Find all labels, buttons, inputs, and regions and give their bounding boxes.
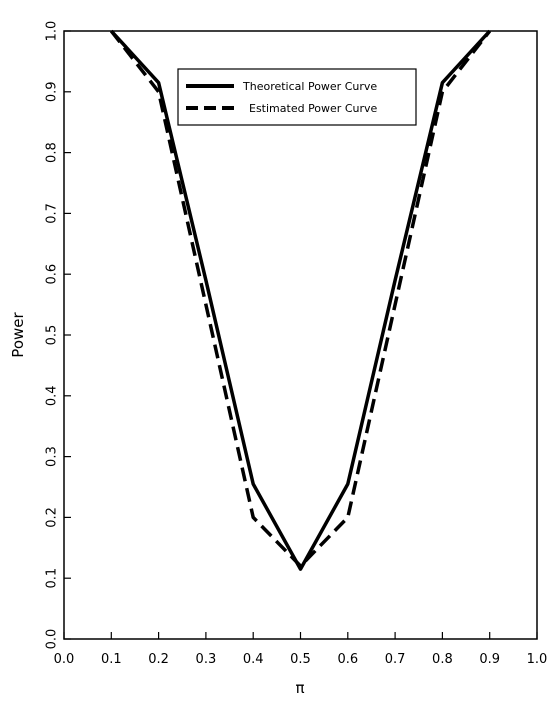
x-tick-label: 1.0 (527, 652, 548, 667)
y-tick-label: 0.8 (45, 142, 60, 163)
axis-ticks: 0.0 0.1 0.2 0.3 0.4 0.5 0.6 0.7 0.8 0.9 1.0 0.0 0.1 0… (45, 21, 548, 667)
y-tick-label: 0.7 (45, 203, 60, 224)
series-layer (109, 29, 492, 571)
x-tick-label: 0.9 (479, 652, 500, 667)
x-tick-label: 0.7 (385, 652, 406, 667)
y-tick-label: 0.6 (45, 264, 60, 285)
x-tick-label: 0.8 (432, 652, 453, 667)
x-tick-label: 0.2 (148, 652, 169, 667)
legend-label-theoretical: Theoretical Power Curve (242, 80, 377, 93)
theoretical-power-line (110, 29, 491, 571)
x-axis-title: π (295, 679, 304, 697)
y-tick-label: 1.0 (45, 21, 60, 42)
x-tick-label: 0.5 (290, 652, 311, 667)
y-tick-label: 0.5 (45, 325, 60, 346)
y-tick-label: 0.1 (45, 568, 60, 589)
x-tick-label: 0.6 (337, 652, 358, 667)
x-tick-label: 0.3 (196, 652, 217, 667)
x-tick-label: 0.1 (101, 652, 122, 667)
y-axis-title: Power (9, 311, 27, 357)
y-tick-label: 0.0 (45, 629, 60, 650)
y-tick-label: 0.9 (45, 81, 60, 102)
x-tick-label: 0.0 (54, 652, 75, 667)
y-tick-label: 0.2 (45, 507, 60, 528)
y-tick-label: 0.4 (45, 385, 60, 406)
x-tick-label: 0.4 (243, 652, 264, 667)
legend-label-estimated: Estimated Power Curve (249, 102, 378, 115)
y-tick-label: 0.3 (45, 446, 60, 467)
estimated-power-line (109, 29, 492, 568)
legend-box (177, 68, 417, 126)
legend: Theoretical Power Curve Estimated Power … (177, 68, 417, 126)
